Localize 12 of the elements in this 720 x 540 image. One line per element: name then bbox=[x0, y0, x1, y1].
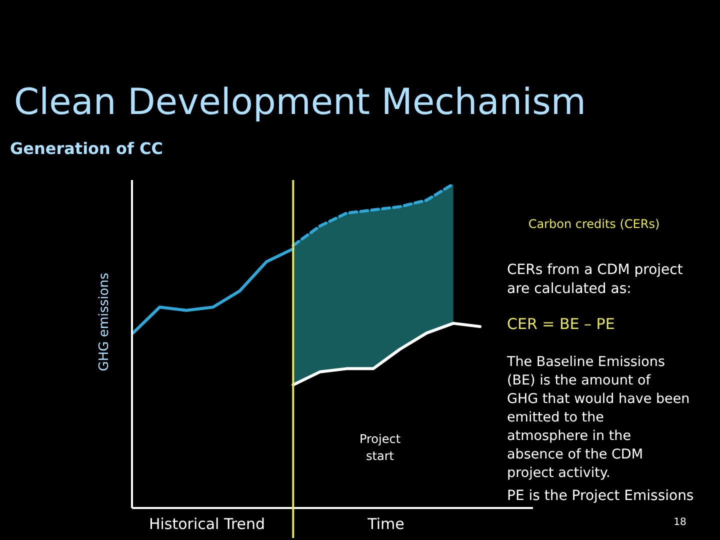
text: Time bbox=[366, 515, 404, 533]
text: Project start bbox=[359, 432, 401, 463]
text: PE is the Project Emissions bbox=[507, 488, 694, 504]
text: CERs from a CDM project are calculated as: bbox=[507, 262, 684, 297]
text: CER = BE – PE bbox=[507, 315, 615, 333]
text: Carbon credits (CERs) bbox=[528, 217, 660, 231]
chart-title: Clean Development Mechanism bbox=[14, 82, 586, 123]
text: The Baseline Emissions (BE) is the amount of GHG that would have been emitted to the atmosphere in the absence of the CDM project activity. bbox=[506, 354, 690, 481]
text: Historical Trend bbox=[148, 515, 266, 533]
text: 18 bbox=[674, 517, 686, 528]
chart-subtitle: Generation of CC bbox=[10, 139, 164, 158]
y-axis-title: GHG emissions bbox=[97, 272, 112, 372]
